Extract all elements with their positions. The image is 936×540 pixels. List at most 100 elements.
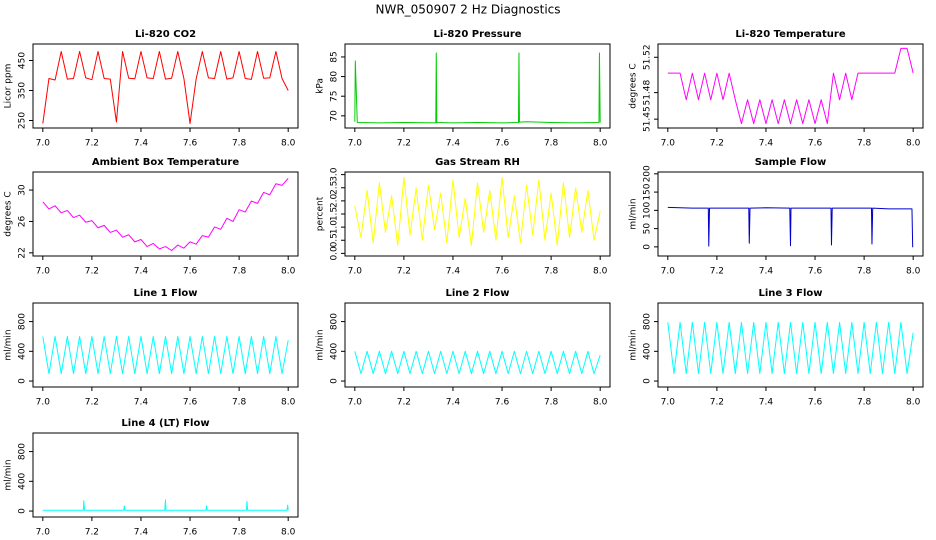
y-tick-label: 0 bbox=[330, 378, 340, 384]
x-tick-label: 7.0 bbox=[661, 139, 676, 149]
y-tick-label: 70 bbox=[330, 110, 340, 122]
x-tick-label: 7.8 bbox=[544, 398, 559, 408]
y-axis-label: degrees C bbox=[4, 191, 14, 236]
x-tick-label: 7.8 bbox=[544, 267, 559, 277]
x-tick-label: 7.8 bbox=[544, 139, 559, 149]
plot-frame bbox=[657, 171, 924, 257]
x-tick-label: 8.0 bbox=[593, 398, 608, 408]
y-axis-label: kPa bbox=[316, 78, 326, 94]
x-tick-label: 7.2 bbox=[85, 139, 99, 149]
x-tick-label: 7.2 bbox=[85, 267, 99, 277]
y-tick-label: 1.5 bbox=[330, 207, 340, 221]
x-tick-label: 7.0 bbox=[36, 398, 51, 408]
x-tick-label: 7.2 bbox=[397, 139, 411, 149]
x-tick-label: 7.0 bbox=[36, 528, 51, 538]
y-tick-label: 30 bbox=[18, 184, 28, 196]
x-tick-label: 7.6 bbox=[183, 267, 198, 277]
panel: Ambient Box Temperature degrees C 7.0 7.2 7.… bbox=[4, 157, 299, 277]
x-tick-label: 7.8 bbox=[857, 398, 872, 408]
y-tick-label: 800 bbox=[643, 313, 653, 330]
plot-frame bbox=[32, 302, 299, 388]
data-line bbox=[42, 51, 289, 124]
x-tick-label: 7.4 bbox=[134, 528, 149, 538]
panel-title: Sample Flow bbox=[755, 157, 827, 168]
x-tick-label: 7.8 bbox=[232, 139, 247, 149]
y-tick-label: 0.0 bbox=[330, 246, 340, 261]
x-tick-label: 8.0 bbox=[593, 267, 608, 277]
x-tick-label: 7.2 bbox=[85, 528, 99, 538]
y-tick-label: 400 bbox=[18, 342, 28, 359]
y-tick-label: 51.52 bbox=[643, 44, 653, 70]
y-tick-label: 2.0 bbox=[330, 193, 340, 208]
data-line bbox=[667, 47, 914, 125]
x-tick-label: 7.6 bbox=[808, 398, 823, 408]
x-tick-label: 7.2 bbox=[397, 267, 411, 277]
x-tick-label: 8.0 bbox=[281, 267, 296, 277]
x-tick-label: 7.8 bbox=[232, 528, 247, 538]
y-axis-label: ml/min bbox=[4, 459, 14, 490]
x-tick-label: 7.4 bbox=[134, 267, 149, 277]
panel: Li-820 CO2 Licor ppm 7.0 7.2 7.4 7.6 7.8 8.0 250… bbox=[4, 29, 299, 149]
data-line bbox=[354, 350, 601, 375]
x-tick-label: 7.4 bbox=[446, 398, 461, 408]
panel-title: Li-820 Pressure bbox=[433, 29, 521, 40]
x-tick-label: 7.6 bbox=[183, 139, 198, 149]
panel: Gas Stream RH percent 7.0 7.2 7.4 7.6 7.8 8.0 0.… bbox=[316, 157, 611, 277]
x-tick-label: 7.2 bbox=[85, 398, 99, 408]
x-tick-label: 8.0 bbox=[906, 398, 921, 408]
y-tick-label: 800 bbox=[330, 313, 340, 330]
x-tick-label: 7.4 bbox=[134, 398, 149, 408]
y-tick-label: 450 bbox=[18, 52, 28, 69]
y-tick-label: 26 bbox=[18, 215, 28, 227]
x-tick-label: 7.0 bbox=[348, 398, 363, 408]
x-tick-label: 7.4 bbox=[759, 398, 774, 408]
x-tick-label: 7.6 bbox=[808, 267, 823, 277]
x-tick-label: 7.0 bbox=[36, 267, 51, 277]
x-tick-label: 8.0 bbox=[906, 139, 921, 149]
x-tick-label: 7.4 bbox=[446, 267, 461, 277]
figure-title: NWR_050907 2 Hz Diagnostics bbox=[375, 3, 560, 17]
x-tick-label: 7.8 bbox=[857, 267, 872, 277]
panel: Li-820 Pressure kPa 7.0 7.2 7.4 7.6 7.8 8.0 70 75… bbox=[316, 29, 611, 149]
y-tick-label: 22 bbox=[18, 247, 28, 258]
y-axis-label: percent bbox=[316, 196, 326, 231]
data-line bbox=[42, 499, 289, 511]
x-tick-label: 7.4 bbox=[134, 139, 149, 149]
y-tick-label: 250 bbox=[18, 112, 28, 129]
x-tick-label: 7.6 bbox=[495, 267, 510, 277]
x-tick-label: 7.2 bbox=[710, 267, 724, 277]
plot-frame bbox=[657, 302, 924, 388]
x-tick-label: 7.8 bbox=[232, 267, 247, 277]
y-tick-label: 0 bbox=[18, 378, 28, 384]
y-axis-label: ml/min bbox=[629, 198, 639, 229]
y-tick-label: 50 bbox=[643, 223, 653, 235]
panel: Li-820 Temperature degrees C 7.0 7.2 7.4 7.6 7… bbox=[629, 29, 924, 149]
y-tick-label: 51.48 bbox=[643, 79, 653, 105]
panel: Line 4 (LT) Flow ml/min 7.0 7.2 7.4 7.6 7.8 8.0… bbox=[4, 418, 299, 538]
x-tick-label: 8.0 bbox=[906, 267, 921, 277]
y-tick-label: 800 bbox=[18, 443, 28, 460]
x-tick-label: 7.4 bbox=[759, 267, 774, 277]
panel-title: Line 3 Flow bbox=[759, 288, 823, 299]
y-tick-label: 75 bbox=[330, 90, 340, 101]
y-axis-label: ml/min bbox=[316, 329, 326, 360]
y-tick-label: 0 bbox=[643, 244, 653, 250]
x-tick-label: 7.8 bbox=[857, 139, 872, 149]
x-tick-label: 8.0 bbox=[281, 398, 296, 408]
panel-title: Li-820 Temperature bbox=[735, 29, 845, 40]
x-tick-label: 7.0 bbox=[661, 267, 676, 277]
panel-title: Ambient Box Temperature bbox=[92, 157, 239, 168]
y-axis-label: degrees C bbox=[629, 63, 639, 108]
x-tick-label: 7.6 bbox=[495, 139, 510, 149]
x-tick-label: 7.4 bbox=[759, 139, 774, 149]
y-tick-label: 0 bbox=[643, 378, 653, 384]
data-line bbox=[354, 52, 601, 124]
panel-title: Line 1 Flow bbox=[134, 288, 198, 299]
panel: Line 2 Flow ml/min 7.0 7.2 7.4 7.6 7.8 8.0 0 400 8… bbox=[316, 288, 611, 408]
data-line bbox=[42, 177, 289, 251]
x-tick-label: 7.2 bbox=[710, 398, 724, 408]
y-axis-label: ml/min bbox=[4, 329, 14, 360]
y-tick-label: 0 bbox=[18, 508, 28, 514]
y-tick-label: 400 bbox=[643, 342, 653, 359]
plot-frame bbox=[32, 171, 299, 257]
